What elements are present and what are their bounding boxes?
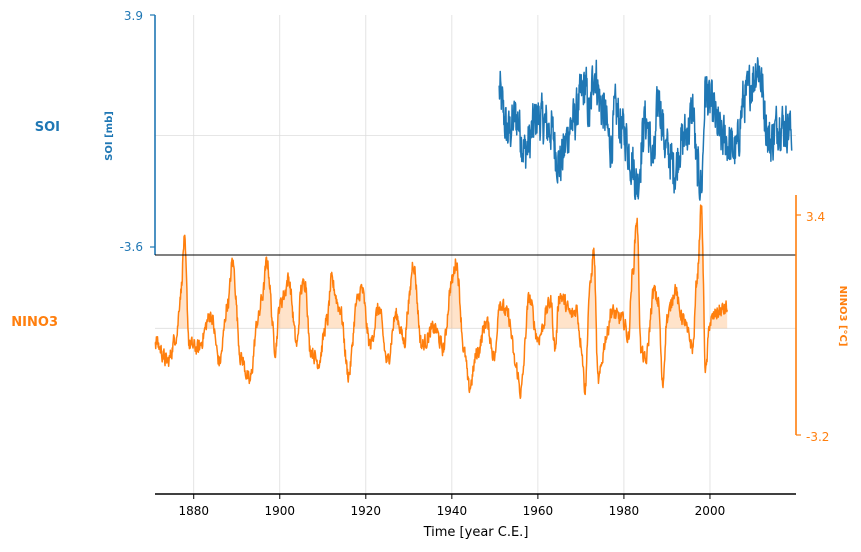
soi-ylabel: SOI [mb] bbox=[104, 111, 115, 161]
nino3-ytick-label-top: 3.4 bbox=[806, 210, 825, 224]
nino3-series-line bbox=[154, 204, 728, 400]
nino3-ytick-label-bottom: -3.2 bbox=[806, 430, 829, 444]
soi-panel-label: SOI bbox=[35, 120, 60, 135]
x-tick-label: 1980 bbox=[609, 504, 640, 518]
x-tick-label: 2000 bbox=[695, 504, 726, 518]
line-layer bbox=[154, 57, 793, 400]
x-axis-label: Time [year C.E.] bbox=[423, 525, 529, 540]
soi-ytick-label-top: 3.9 bbox=[124, 9, 143, 23]
nino3-panel-label: NINO3 bbox=[11, 315, 58, 330]
fill-layer bbox=[155, 205, 728, 329]
nino3-ylabel: NINO3 [°C] bbox=[837, 286, 848, 347]
x-tick-label: 1920 bbox=[351, 504, 382, 518]
x-tick-label: 1880 bbox=[178, 504, 209, 518]
x-tick-label: 1940 bbox=[437, 504, 468, 518]
nino3-positive-fill bbox=[155, 205, 728, 329]
x-tick-label: 1960 bbox=[523, 504, 554, 518]
axis-layer: 1880 1900 1920 1940 1960 1980 2000 bbox=[150, 14, 801, 518]
soi-series-line bbox=[498, 57, 793, 201]
x-tick-label: 1900 bbox=[264, 504, 295, 518]
soi-ytick-label-bottom: -3.6 bbox=[120, 240, 143, 254]
